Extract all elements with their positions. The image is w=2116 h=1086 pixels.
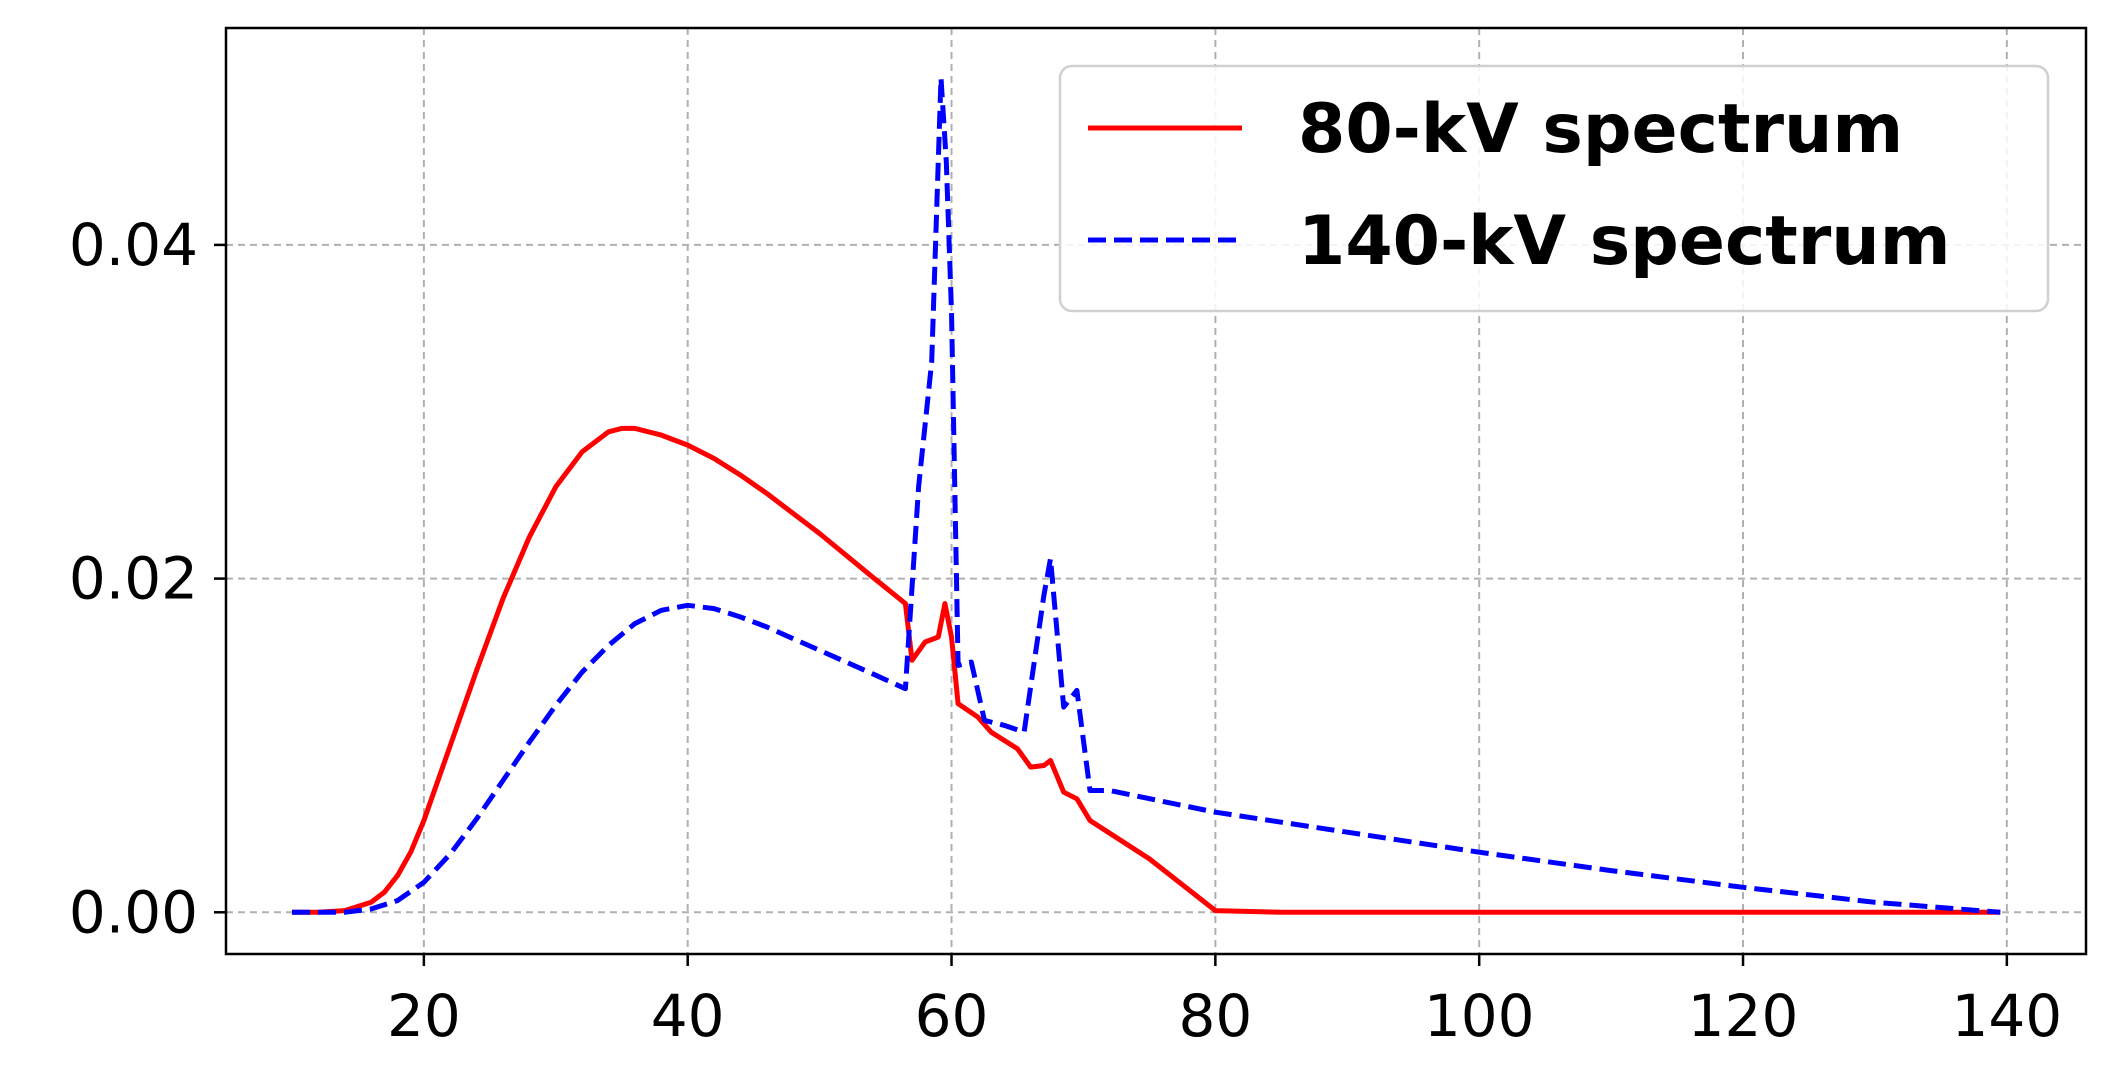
series-lines — [292, 75, 2001, 915]
x-tick-label: 40 — [651, 982, 725, 1050]
y-axis-ticks: 0.00 0.02 0.04 — [69, 211, 226, 946]
x-tick-label: 80 — [1178, 982, 1252, 1050]
y-tick-label: 0.04 — [69, 211, 198, 279]
x-tick-label: 140 — [1951, 982, 2062, 1050]
x-tick-label: 20 — [387, 982, 461, 1050]
legend: 80-kV spectrum 140-kV spectrum — [1058, 64, 2050, 313]
legend-label-80kv: 80-kV spectrum — [1298, 90, 1903, 169]
series-line-140kv — [292, 75, 2001, 915]
x-tick-label: 120 — [1688, 982, 1799, 1050]
x-tick-label: 100 — [1424, 982, 1535, 1050]
x-tick-label: 60 — [915, 982, 989, 1050]
legend-label-140kv: 140-kV spectrum — [1298, 202, 1951, 281]
y-tick-label: 0.02 — [69, 545, 198, 613]
plot-frame — [224, 26, 2088, 956]
series-line-80kv — [292, 425, 2001, 915]
x-axis-ticks: 20 40 60 80 100 120 140 — [387, 954, 2062, 1050]
legend-frame — [1058, 64, 2050, 313]
y-tick-label: 0.00 — [69, 878, 198, 946]
